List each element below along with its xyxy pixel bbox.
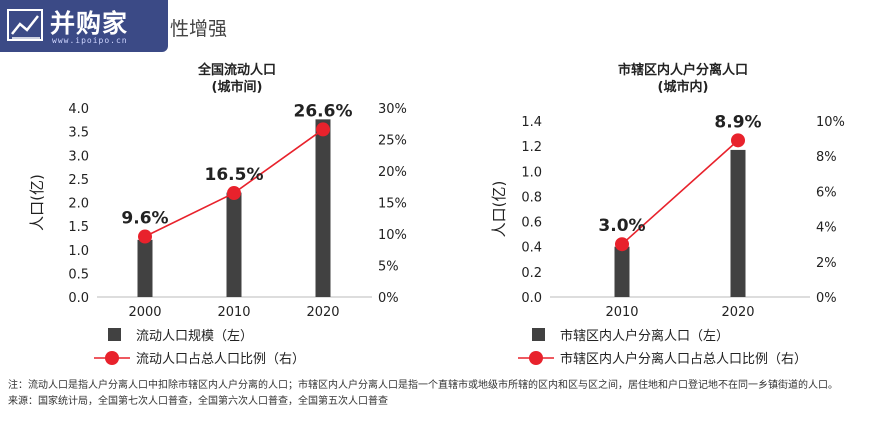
left-legend-bar-label: 流动人口规模（左）	[136, 329, 253, 344]
left-y2-tick: 10%	[378, 228, 407, 243]
right-ratio-point	[615, 237, 629, 252]
right-y-tick: 0.2	[521, 266, 542, 281]
intra-city-separation-chart: 市辖区内人户分离人口(城市内) 0.0 0.2 0.4 0.6 0.8 1.0 1.2 1.4 0…	[490, 62, 845, 367]
right-y2-tick: 6%	[816, 185, 837, 200]
logo-name: 并购家	[50, 9, 129, 38]
left-y-tick: 3.5	[68, 126, 89, 141]
left-y-tick: 2.5	[68, 173, 89, 188]
right-x-tick: 2020	[721, 305, 754, 320]
right-ratio-line	[621, 139, 739, 245]
left-bar	[137, 239, 153, 297]
flow-population-chart: 全国流动人口(城市间) 0.0 0.5 1.0 1.5 2.0 2.5 3.0 3.5 4.0 0%…	[28, 62, 407, 367]
right-legend-bar-label: 市辖区内人户分离人口（左）	[560, 328, 729, 344]
left-legend-line-label: 流动人口占总人口比例（右）	[136, 352, 305, 367]
left-data-label: 16.5%	[205, 165, 264, 185]
right-y2-tick: 0%	[816, 291, 837, 306]
left-y2-tick: 25%	[378, 134, 407, 149]
left-y2-tick: 0%	[378, 291, 399, 306]
left-y-tick: 0.5	[68, 267, 89, 282]
left-y-tick: 2.0	[68, 197, 89, 212]
logo: 并购家 www.ipoipo.cn	[0, 0, 168, 52]
right-data-label: 8.9%	[714, 112, 761, 132]
logo-url: www.ipoipo.cn	[52, 36, 128, 45]
left-ratio-point	[138, 229, 152, 244]
left-y-axis-label: 人口(亿)	[28, 174, 46, 231]
left-y-tick: 0.0	[68, 291, 89, 306]
left-bar	[315, 119, 331, 297]
left-x-tick: 2010	[217, 305, 250, 320]
right-legend-point-swatch	[529, 351, 543, 365]
right-y-axis-label: 人口(亿)	[490, 181, 508, 238]
left-title: 全国流动人口	[197, 62, 276, 78]
left-legend-bar-swatch	[108, 328, 121, 341]
right-y-tick: 0.0	[521, 291, 542, 306]
right-y-tick: 0.4	[521, 241, 542, 256]
left-y2-tick: 15%	[378, 197, 407, 212]
right-legend-bar-swatch	[532, 328, 545, 341]
left-y-tick: 1.0	[68, 244, 89, 259]
right-x-tick: 2010	[605, 305, 638, 320]
right-y2-tick: 4%	[816, 221, 837, 236]
right-data-label: 3.0%	[598, 216, 645, 236]
right-y-tick: 1.0	[521, 165, 542, 180]
left-data-label: 26.6%	[294, 101, 353, 121]
chart-logo-icon	[7, 9, 43, 41]
left-y-tick: 3.0	[68, 149, 89, 164]
left-y2-tick: 5%	[378, 260, 399, 275]
left-data-label: 9.6%	[121, 209, 168, 229]
right-legend-line-label: 市辖区内人户分离人口占总人口比例（右）	[560, 351, 807, 367]
right-bar	[614, 246, 630, 297]
left-y2-tick: 20%	[378, 165, 407, 180]
source-text: 来源：国家统计局，全国第七次人口普查，全国第六次人口普查，全国第五次人口普查	[8, 396, 388, 407]
right-y2-tick: 8%	[816, 150, 837, 165]
left-subtitle: (城市间)	[212, 79, 263, 95]
left-y2-tick: 30%	[378, 102, 407, 117]
left-x-tick: 2000	[128, 305, 161, 320]
right-y-tick: 0.6	[521, 216, 542, 231]
footnote: 注：流动人口是指人户分离人口中扣除市辖区内人户分离的人口；市辖区内人户分离人口是…	[8, 378, 873, 410]
right-bar	[730, 149, 746, 297]
left-ratio-point	[316, 122, 330, 137]
left-y-tick: 4.0	[68, 102, 89, 117]
right-y-tick: 1.2	[521, 140, 542, 155]
note-text: 注：流动人口是指人户分离人口中扣除市辖区内人户分离的人口；市辖区内人户分离人口是…	[8, 380, 838, 391]
page-heading: 性增强	[170, 18, 228, 40]
left-ratio-point	[227, 186, 241, 201]
right-subtitle: (城市内)	[658, 79, 709, 95]
right-y-tick: 0.8	[521, 190, 542, 205]
left-y-tick: 1.5	[68, 220, 89, 235]
right-ratio-point	[731, 133, 745, 148]
right-y-tick: 1.4	[521, 115, 542, 130]
left-bar	[226, 192, 242, 297]
right-y2-tick: 2%	[816, 256, 837, 271]
right-y2-tick: 10%	[816, 115, 845, 130]
right-title: 市辖区内人户分离人口	[618, 62, 748, 78]
left-legend-point-swatch	[105, 351, 119, 365]
left-x-tick: 2020	[306, 305, 339, 320]
